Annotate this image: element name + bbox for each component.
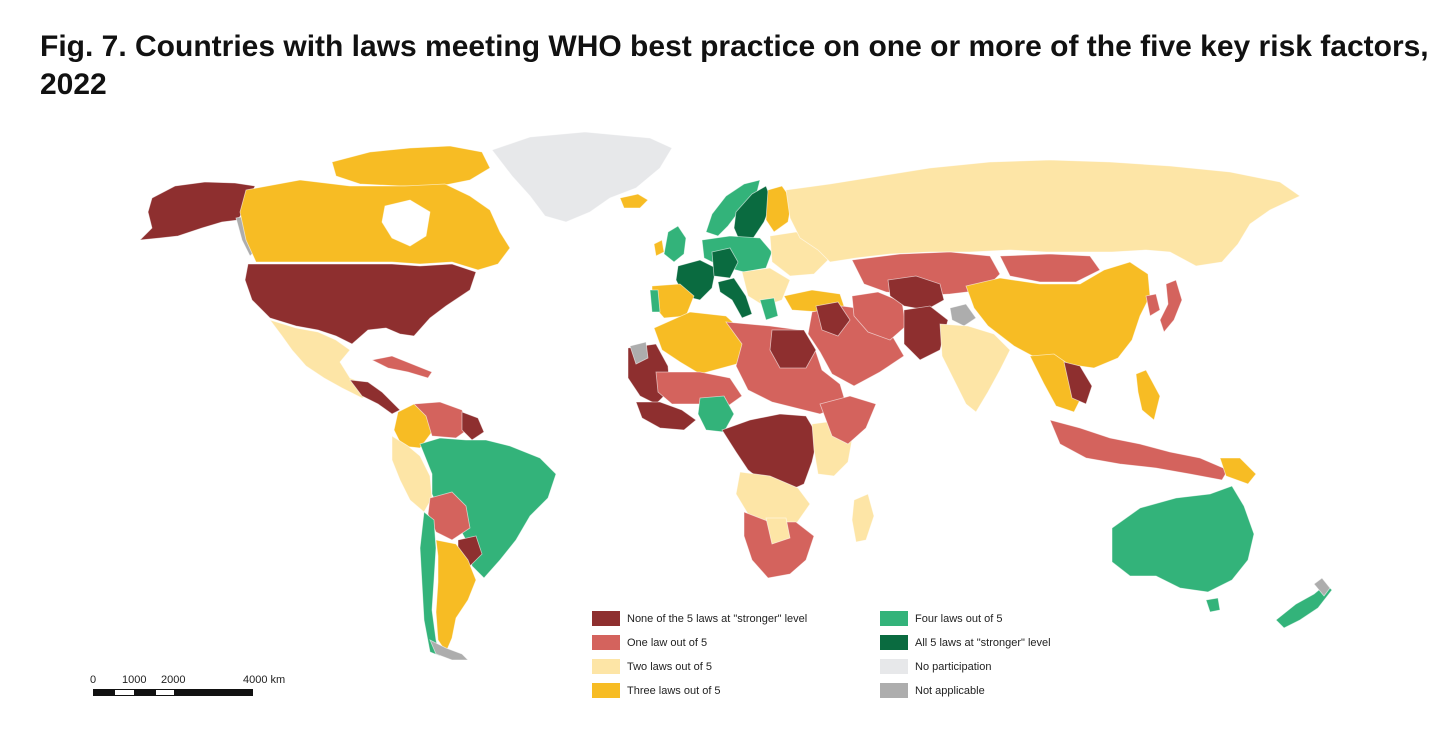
region-madagascar	[851, 493, 875, 543]
region-alaska	[138, 181, 256, 241]
region-australia	[1111, 485, 1255, 593]
region-peru	[391, 435, 433, 513]
region-argentina	[435, 539, 477, 653]
region-canada	[239, 179, 511, 271]
map-legend: None of the 5 laws at "stronger" level O…	[592, 611, 1092, 706]
scale-label-0: 0	[90, 674, 97, 686]
legend-label: One law out of 5	[627, 636, 708, 649]
legend-swatch	[592, 611, 620, 626]
scale-segment	[93, 689, 114, 696]
region-china	[965, 261, 1151, 369]
legend-swatch	[880, 611, 908, 626]
region-germany	[711, 247, 739, 279]
legend-item-no-participation: No participation	[880, 659, 991, 674]
region-new-zealand	[1275, 583, 1333, 629]
region-russia	[785, 159, 1301, 267]
region-laos-cambodia	[1063, 361, 1093, 405]
region-western-sahara	[629, 341, 649, 365]
legend-swatch	[592, 635, 620, 650]
region-guyanas	[461, 411, 485, 441]
region-egypt	[769, 329, 817, 369]
region-iran	[851, 291, 907, 341]
legend-item-none: None of the 5 laws at "stronger" level	[592, 611, 807, 626]
region-usa	[244, 263, 477, 345]
region-indonesia	[1049, 419, 1229, 481]
legend-item-three: Three laws out of 5	[592, 683, 721, 698]
scale-label-1000: 1000	[122, 674, 147, 686]
region-japan	[1159, 279, 1183, 333]
legend-item-two: Two laws out of 5	[592, 659, 712, 674]
legend-label: Four laws out of 5	[915, 612, 1003, 625]
region-sweden	[733, 185, 773, 243]
region-finland	[765, 185, 793, 233]
region-afghanistan	[887, 275, 945, 311]
region-canada-islands	[331, 145, 491, 187]
region-india	[939, 323, 1011, 413]
legend-label: All 5 laws at "stronger" level	[915, 636, 1051, 649]
legend-label: Three laws out of 5	[627, 684, 721, 697]
region-venezuela	[413, 401, 471, 439]
region-greenland	[491, 131, 673, 223]
region-hudson-bay	[381, 199, 431, 247]
region-guinea-coast	[635, 401, 697, 431]
scale-segment	[114, 689, 135, 696]
region-philippines	[1135, 369, 1161, 421]
legend-item-four: Four laws out of 5	[880, 611, 1002, 626]
region-nz-north	[1313, 577, 1331, 597]
scale-bar: 0 1000 2000 4000 km	[88, 674, 298, 704]
region-greece	[759, 297, 779, 321]
scale-label-4000: 4000 km	[243, 674, 286, 686]
scale-segment	[155, 689, 175, 696]
legend-swatch	[880, 683, 908, 698]
region-botswana	[765, 517, 791, 545]
region-chile	[419, 511, 441, 657]
region-ireland	[653, 239, 665, 257]
region-korea	[1145, 293, 1161, 317]
region-tasmania	[1205, 597, 1221, 613]
region-central-africa	[721, 413, 819, 493]
legend-swatch	[592, 683, 620, 698]
region-iceland	[619, 193, 649, 209]
region-iraq-syria	[815, 301, 851, 337]
region-sahel	[655, 371, 743, 407]
region-portugal	[649, 289, 661, 313]
region-caribbean	[370, 355, 433, 379]
region-png	[1219, 457, 1257, 485]
legend-label: Two laws out of 5	[627, 660, 712, 673]
scale-segment	[135, 689, 155, 696]
region-north-africa	[653, 311, 749, 375]
region-central-america	[349, 379, 401, 415]
figure-title: Fig. 7. Countries with laws meeting WHO …	[40, 30, 1429, 101]
legend-item-not-applicable: Not applicable	[880, 683, 985, 698]
region-patagonia-na	[429, 639, 469, 661]
region-kashmir	[949, 303, 977, 327]
region-uk	[663, 225, 687, 263]
legend-swatch	[880, 635, 908, 650]
legend-swatch	[592, 659, 620, 674]
legend-label: None of the 5 laws at "stronger" level	[627, 612, 808, 625]
region-italy	[717, 277, 753, 319]
legend-label: No participation	[915, 660, 992, 673]
scale-segment	[175, 689, 253, 696]
region-balkans	[741, 267, 791, 307]
region-pakistan	[903, 305, 949, 361]
legend-item-all: All 5 laws at "stronger" level	[880, 635, 1051, 650]
legend-swatch	[880, 659, 908, 674]
region-mongolia	[999, 253, 1101, 283]
legend-item-one: One law out of 5	[592, 635, 707, 650]
scale-label-2000: 2000	[161, 674, 186, 686]
region-horn	[819, 395, 877, 445]
legend-label: Not applicable	[915, 684, 985, 697]
